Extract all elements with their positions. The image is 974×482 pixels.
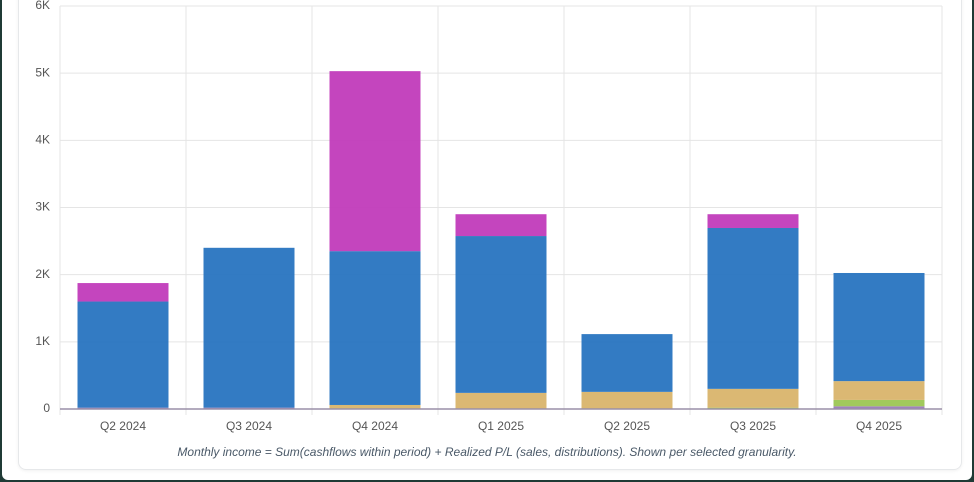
bar-segment <box>707 388 799 408</box>
bar-segment <box>455 214 547 237</box>
bar-segment <box>455 392 547 409</box>
bar-segment <box>833 381 925 400</box>
bar-segment <box>203 247 295 408</box>
bar-segment <box>833 399 925 407</box>
y-tick-label: 2K <box>35 267 50 281</box>
bar-segment <box>329 251 421 405</box>
x-tick-label: Q4 2025 <box>856 419 902 433</box>
bar-segment <box>707 214 799 228</box>
bar-segment <box>833 272 925 382</box>
bar-segment <box>329 404 421 409</box>
card <box>18 0 962 470</box>
x-tick-label: Q2 2024 <box>100 419 146 433</box>
x-tick-label: Q3 2024 <box>226 419 272 433</box>
bar-segment <box>581 334 673 392</box>
y-tick-label: 1K <box>35 334 50 348</box>
y-tick-label: 0 <box>43 401 50 415</box>
bar-segment <box>77 283 169 302</box>
bar-segment <box>329 71 421 252</box>
y-tick-label: 4K <box>35 133 50 147</box>
bar-segment <box>833 406 925 409</box>
x-tick-label: Q3 2025 <box>730 419 776 433</box>
bar-segment <box>581 391 673 409</box>
x-tick-label: Q4 2024 <box>352 419 398 433</box>
bar-segment <box>455 236 547 393</box>
x-tick-label: Q1 2025 <box>478 419 524 433</box>
bar-segment <box>77 301 169 408</box>
y-tick-label: 3K <box>35 200 50 214</box>
y-tick-label: 6K <box>35 0 50 12</box>
bar-segment <box>707 227 799 389</box>
y-tick-label: 5K <box>35 65 50 79</box>
footnote: Monthly income = Sum(cashflows within pe… <box>177 445 796 459</box>
x-tick-label: Q2 2025 <box>604 419 650 433</box>
